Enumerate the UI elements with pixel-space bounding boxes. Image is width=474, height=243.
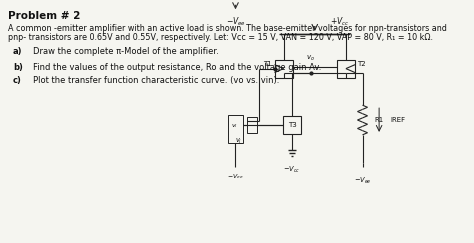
Text: A common -emitter amplifier with an active load is shown. The base-emitter volta: A common -emitter amplifier with an acti… (8, 24, 447, 33)
Bar (228, 115, 243, 143)
Text: $-V_{ee}$: $-V_{ee}$ (226, 15, 246, 28)
Text: c): c) (13, 76, 22, 85)
Text: $v_i$: $v_i$ (230, 122, 237, 130)
Text: Problem # 2: Problem # 2 (8, 11, 81, 21)
Bar (247, 117, 257, 133)
Text: $v_i$: $v_i$ (235, 137, 242, 146)
Text: Draw the complete π-Model of the amplifier.: Draw the complete π-Model of the amplifi… (33, 47, 219, 56)
Text: $-V_{ee}$: $-V_{ee}$ (227, 173, 244, 181)
Text: b): b) (13, 63, 23, 72)
Text: IREF: IREF (391, 117, 406, 123)
Bar (283, 116, 301, 134)
Text: T1: T1 (264, 61, 272, 67)
Text: $-V_{ee}$: $-V_{ee}$ (354, 175, 371, 186)
Bar (274, 60, 293, 78)
Text: T3: T3 (288, 122, 296, 128)
Text: a): a) (13, 47, 22, 56)
Text: T2: T2 (357, 61, 366, 67)
Text: $v_o$: $v_o$ (306, 53, 315, 63)
Text: $-V_{cc}$: $-V_{cc}$ (283, 165, 301, 175)
Text: Find the values of the output resistance, Ro and the voltage gain Av.: Find the values of the output resistance… (33, 63, 321, 72)
Text: $+V_{cc}$: $+V_{cc}$ (330, 16, 349, 28)
Text: Plot the transfer function characteristic curve. (vo vs. vin).: Plot the transfer function characteristi… (33, 76, 279, 85)
Text: pnp- transistors are 0.65V and 0.55V, respectively. Let: Vcc = 15 V, VAN = 120 V: pnp- transistors are 0.65V and 0.55V, re… (8, 33, 433, 42)
Text: R1: R1 (374, 117, 383, 123)
Bar (337, 60, 355, 78)
